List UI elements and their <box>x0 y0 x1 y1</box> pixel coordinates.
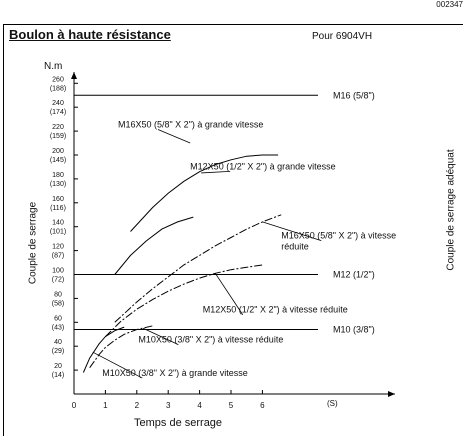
y-tick-label-alt: (72) <box>52 277 64 284</box>
x-tick-label: 5 <box>229 401 234 410</box>
y-tick-label-alt: (188) <box>50 85 66 92</box>
y-axis-arrow <box>71 72 77 79</box>
y-tick-label: 100 <box>52 268 64 275</box>
y-tick-label-alt: (174) <box>50 109 66 116</box>
leader-line <box>201 170 231 174</box>
leader-line <box>142 327 179 345</box>
series-label: M12X50 (1/2" X 2") à vitesse réduite <box>203 305 348 315</box>
leader-line <box>214 273 244 315</box>
reference-line-label: M16 (5/8") <box>333 90 375 100</box>
y-tick-label: 180 <box>52 172 64 179</box>
y-tick-label-alt: (29) <box>52 348 64 355</box>
series-label: M16X50 (5/8" X 2") à vitesse <box>281 231 396 241</box>
y-tick-label: 120 <box>52 244 64 251</box>
x-tick-label: 1 <box>103 401 108 410</box>
y-tick-label: 160 <box>52 196 64 203</box>
series-label: M16X50 (5/8" X 2") à grande vitesse <box>118 120 263 130</box>
model-label: Pour 6904VH <box>312 31 373 42</box>
y-tick-label-alt: (14) <box>52 372 64 379</box>
y-tick-label-alt: (58) <box>52 300 64 307</box>
y-tick-label-alt: (116) <box>50 205 66 212</box>
y-tick-label: 40 <box>54 339 62 346</box>
y-tick-label-alt: (101) <box>50 229 66 236</box>
y-tick-label: 260 <box>52 76 64 83</box>
y-tick-label: 20 <box>54 363 62 370</box>
x-tick-label: 3 <box>166 401 171 410</box>
x-axis-title: Temps de serrage <box>134 417 223 429</box>
series-line <box>89 325 153 368</box>
y-tick-label: 240 <box>52 100 64 107</box>
reference-line-label: M12 (1/2") <box>333 270 375 280</box>
x-tick-label: 0 <box>72 401 77 410</box>
series-label: réduite <box>281 242 309 252</box>
series-label: M10X50 (3/8" X 2") à grande vitesse <box>102 368 247 378</box>
y-tick-label: 60 <box>54 315 62 322</box>
x-tick-label: 6 <box>260 401 265 410</box>
y-tick-label-alt: (145) <box>50 157 66 164</box>
series-line <box>105 264 263 337</box>
y-tick-label-alt: (43) <box>52 324 64 331</box>
series-line <box>82 326 125 373</box>
y-tick-label: 200 <box>52 148 64 155</box>
x-tick-label: 2 <box>135 401 140 410</box>
y-tick-label: 220 <box>52 124 64 131</box>
x-axis-arrow <box>388 391 395 397</box>
series-line <box>130 154 279 232</box>
y-tick-label-alt: (130) <box>50 181 66 188</box>
series-line <box>114 214 282 323</box>
leader-line <box>157 129 191 144</box>
y-tick-label: 80 <box>54 291 62 298</box>
reference-line-label: M10 (3/8") <box>333 324 375 334</box>
figure-heading: Boulon à haute résistance <box>9 27 171 42</box>
figure-frame <box>3 24 463 436</box>
leader-line <box>92 351 143 379</box>
x-axis-unit: (S) <box>327 399 338 408</box>
series-label: M12X50 (1/2" X 2") à grande vitesse <box>190 161 335 171</box>
y-tick-label: 140 <box>52 220 64 227</box>
x-tick-label: 4 <box>197 401 202 410</box>
document-id: 002347 <box>436 0 463 9</box>
series-label: M10X50 (3/8" X 2") à vitesse réduite <box>138 335 283 345</box>
y-tick-label-alt: (159) <box>50 133 66 140</box>
series-line <box>114 216 194 275</box>
leader-line <box>262 221 322 242</box>
y-axis-unit: N.m <box>44 61 63 72</box>
y-tick-label-alt: (87) <box>52 253 64 260</box>
